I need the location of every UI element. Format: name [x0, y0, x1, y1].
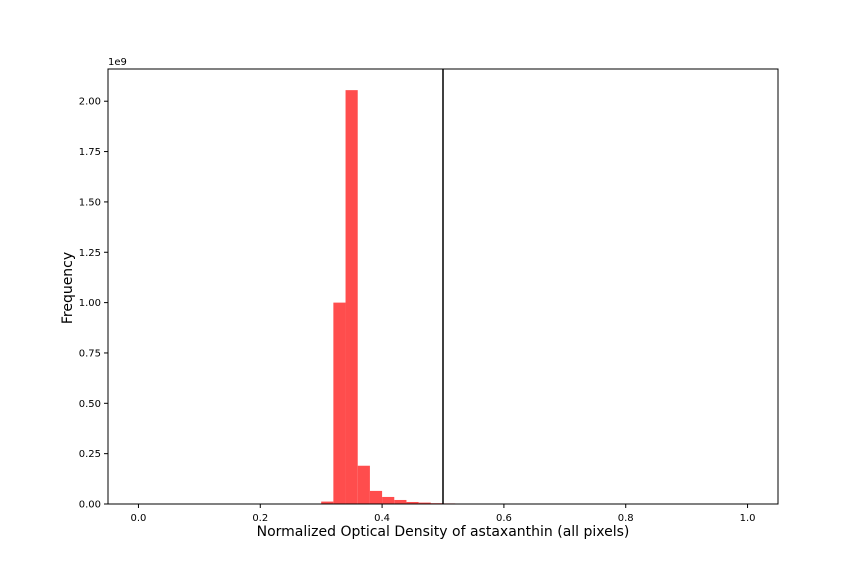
y-tick-label: 0.50 — [79, 399, 101, 410]
histogram-bar-5 — [382, 496, 395, 504]
plot-frame — [107, 68, 779, 505]
y-axis-label: Frequency — [60, 252, 76, 324]
histogram-bar-4 — [369, 490, 383, 504]
histogram-bar-3 — [357, 465, 370, 504]
histogram-bar-8 — [418, 502, 431, 504]
histogram-bar-2 — [345, 90, 358, 504]
y-tick-label: 1.00 — [79, 298, 101, 309]
histogram-bar-7 — [406, 501, 419, 504]
bars-group — [321, 90, 492, 504]
x-tick-label: 0.4 — [374, 513, 390, 524]
x-axis-ticks: 0.0 0.2 0.4 0.6 0.8 1.0 — [131, 504, 756, 524]
x-tick-label: 0.8 — [618, 513, 634, 524]
x-axis-label: Normalized Optical Density of astaxanthi… — [257, 524, 630, 540]
y-tick-label: 2.00 — [79, 97, 101, 108]
y-tick-label: 1.75 — [79, 147, 101, 158]
y-tick-label: 0.00 — [79, 500, 101, 511]
y-tick-label: 1.50 — [79, 197, 101, 208]
x-tick-label: 0.0 — [131, 513, 147, 524]
histogram-bar-6 — [394, 499, 407, 504]
x-tick-label: 0.6 — [496, 513, 512, 524]
y-tick-label: 0.25 — [79, 449, 101, 460]
y-tick-label: 0.75 — [79, 348, 101, 359]
x-tick-label: 1.0 — [740, 513, 756, 524]
y-axis-ticks: 0.00 0.25 0.50 0.75 1.00 1.25 1.50 1.75 2.00 — [79, 97, 108, 511]
x-tick-label: 0.2 — [252, 513, 268, 524]
histogram-bar-0 — [321, 501, 334, 504]
y-offset-text: 1e9 — [108, 57, 127, 68]
y-tick-label: 1.25 — [79, 248, 101, 259]
histogram-bar-1 — [333, 302, 346, 504]
